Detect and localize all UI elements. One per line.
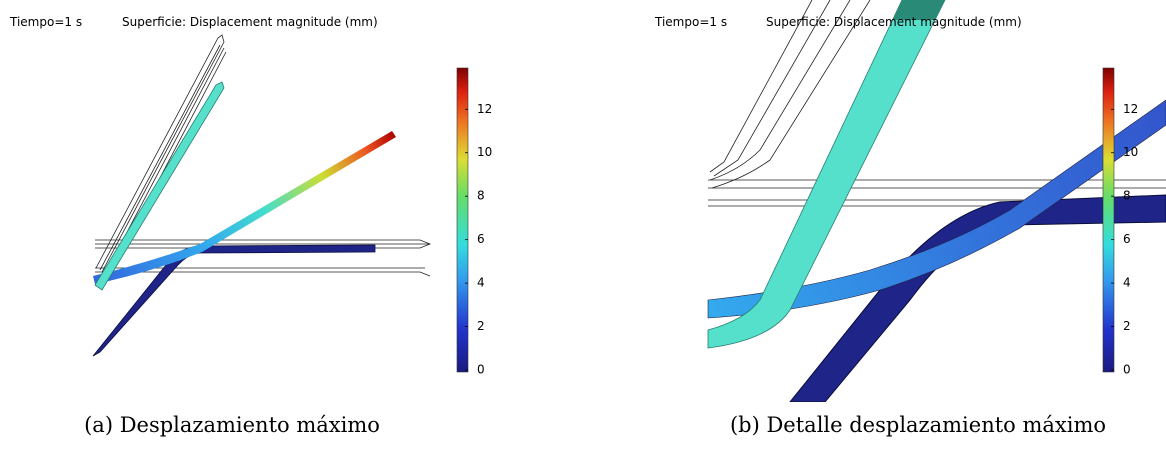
colorbar xyxy=(456,67,469,373)
wireframe xyxy=(708,0,1166,207)
colorbar-tick-label: 0 xyxy=(1123,363,1131,377)
colorbar-tick-label: 10 xyxy=(1123,145,1138,159)
panel-a: Tiempo=1 s Superficie: Displacement magn… xyxy=(9,15,469,437)
time-label: Tiempo=1 s xyxy=(654,15,727,29)
colorbar-tick-label: 12 xyxy=(477,102,492,116)
colorbar-tick-label: 2 xyxy=(477,319,485,333)
colorbar-tick-label: 8 xyxy=(1123,189,1131,203)
beam-cyan-side xyxy=(893,0,945,20)
colorbar-tick-label: 6 xyxy=(1123,232,1131,246)
colorbar-tick-label: 4 xyxy=(477,276,485,290)
beam-blue xyxy=(707,99,1166,319)
colorbar-tick-label: 0 xyxy=(477,363,485,377)
beam-cyan xyxy=(94,81,225,291)
beam-gradient xyxy=(93,131,396,284)
caption: (a) Desplazamiento máximo xyxy=(84,413,380,437)
beam-dark xyxy=(789,194,1166,402)
colorbar xyxy=(1102,67,1115,373)
beam-dark xyxy=(92,244,376,357)
colorbar-tick-label: 12 xyxy=(1123,102,1138,116)
surface-label: Superficie: Displacement magnitude (mm) xyxy=(122,15,378,29)
colorbar-tick-label: 6 xyxy=(477,232,485,246)
time-label: Tiempo=1 s xyxy=(9,15,82,29)
colorbar-tick-label: 8 xyxy=(477,189,485,203)
colorbar-tick-label: 4 xyxy=(1123,276,1131,290)
wireframe xyxy=(95,34,432,277)
beam-cyan xyxy=(707,0,946,349)
panel-b: Tiempo=1 s Superficie: Displacement magn… xyxy=(654,0,1166,437)
colorbar-tick-label: 2 xyxy=(1123,319,1131,333)
caption: (b) Detalle desplazamiento máximo xyxy=(730,413,1106,437)
surface-label: Superficie: Displacement magnitude (mm) xyxy=(766,15,1022,29)
colorbar-tick-label: 10 xyxy=(477,145,492,159)
